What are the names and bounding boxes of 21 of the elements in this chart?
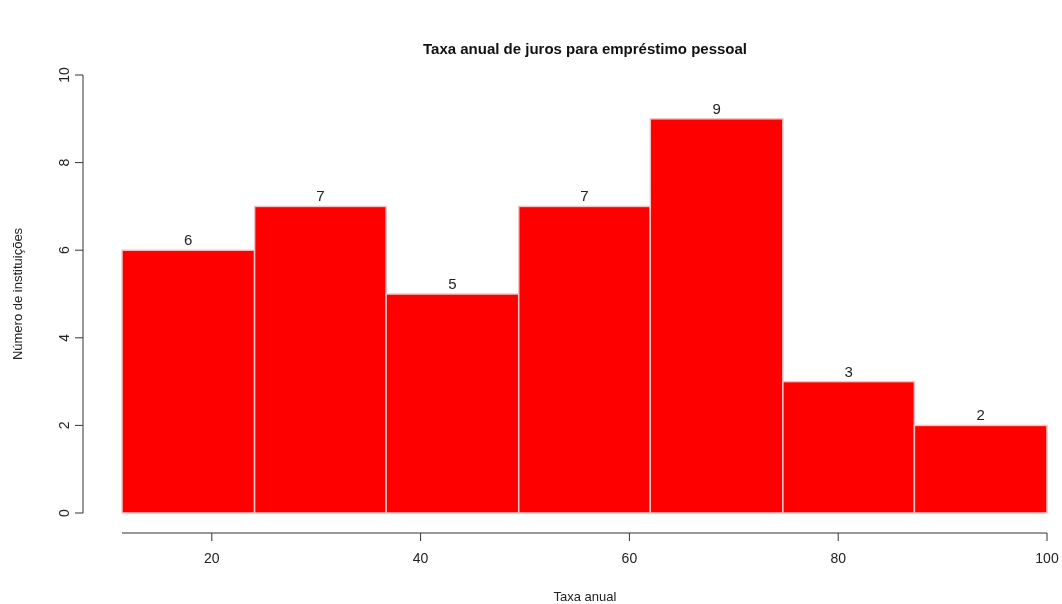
data-label: 7 [580, 187, 589, 205]
y-tick-label: 2 [55, 421, 72, 430]
data-label: 9 [712, 99, 721, 117]
data-label: 7 [316, 187, 325, 205]
y-tick-label: 0 [55, 508, 72, 517]
y-tick-label: 6 [55, 246, 72, 255]
x-tick-label: 40 [412, 550, 429, 566]
data-label: 2 [976, 406, 985, 424]
data-label: 5 [448, 275, 457, 292]
data-label: 3 [844, 362, 853, 380]
data-label: 6 [184, 231, 193, 249]
y-axis-title: Número de instituições [10, 227, 25, 361]
y-tick-label: 8 [55, 158, 72, 167]
y-tick-label: 10 [55, 67, 72, 83]
x-tick-label: 100 [1035, 550, 1059, 566]
y-tick-label: 4 [55, 333, 72, 342]
x-axis-title: Taxa anual [553, 589, 617, 604]
chart-title: Taxa anual de juros para empréstimo pessoal [422, 40, 748, 57]
x-tick-label: 80 [830, 550, 847, 566]
x-tick-label: 60 [621, 550, 638, 566]
x-tick-label: 20 [204, 550, 220, 566]
